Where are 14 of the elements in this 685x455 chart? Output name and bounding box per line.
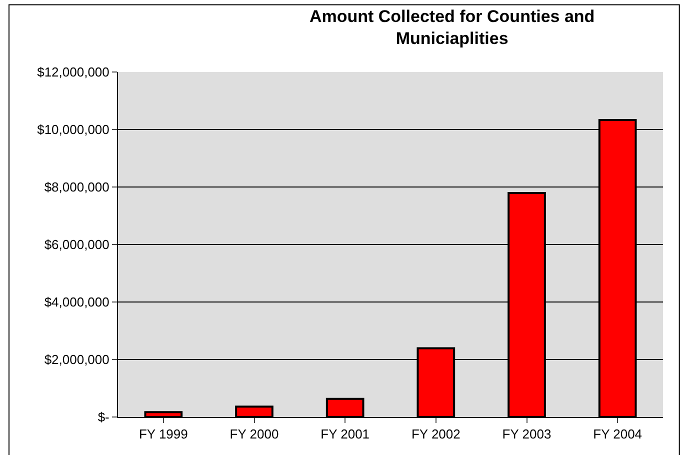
- y-tick-label: $10,000,000: [37, 122, 110, 138]
- y-tick-label: $6,000,000: [44, 237, 110, 252]
- x-tick-label: FY 2002: [411, 426, 460, 442]
- x-tick-label: FY 2000: [230, 426, 279, 442]
- x-tick-label: FY 2004: [593, 426, 642, 442]
- y-tick-label: $12,000,000: [37, 64, 110, 80]
- y-tick-label: $2,000,000: [44, 352, 110, 368]
- x-tick-label: FY 2001: [320, 426, 370, 442]
- x-tick-label: FY 1999: [138, 426, 188, 442]
- x-tick-label: FY 2003: [502, 426, 552, 442]
- y-tick-label: $4,000,000: [44, 294, 110, 310]
- chart-title: Amount Collected for Counties and Municiaplities: [309, 6, 595, 48]
- y-tick-label: $-: [98, 410, 110, 425]
- y-tick-label: $8,000,000: [44, 180, 110, 195]
